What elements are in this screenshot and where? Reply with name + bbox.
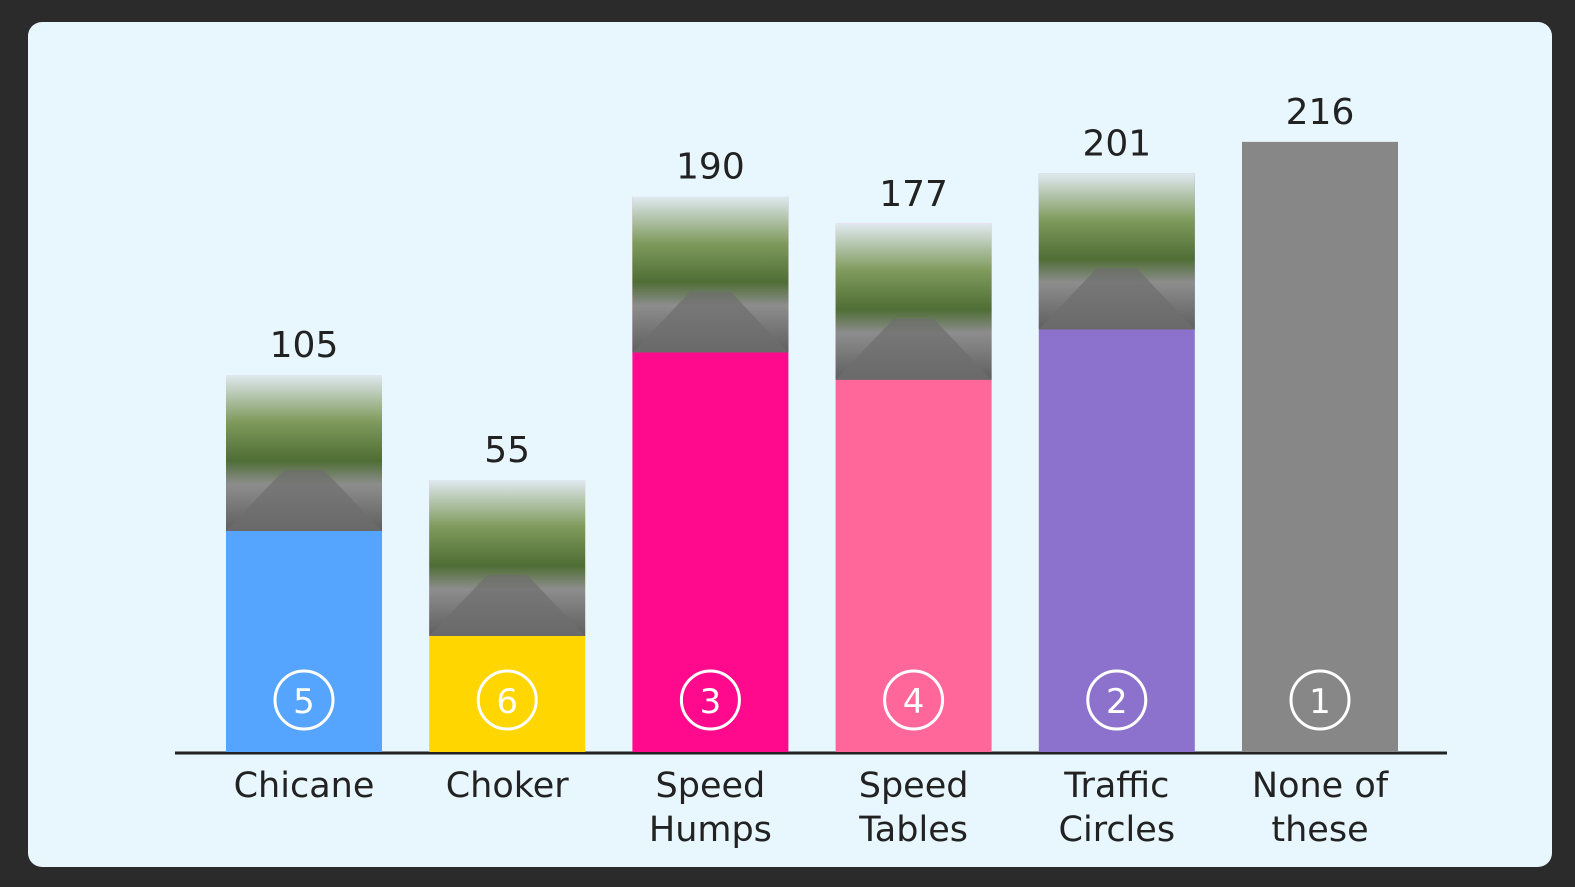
x-tick-label-line: Choker bbox=[446, 766, 570, 806]
rank-badge bbox=[883, 669, 945, 731]
x-tick-label: Choker bbox=[446, 766, 570, 806]
x-tick-label: Speed Tables bbox=[858, 766, 968, 850]
x-tick-label: Chicane bbox=[234, 766, 375, 806]
rank-number: 1 bbox=[1309, 682, 1331, 722]
x-tick-label-line: Tables bbox=[858, 810, 968, 850]
photo-road bbox=[1038, 268, 1195, 330]
bar bbox=[1242, 141, 1398, 752]
x-tick-label-line: Circles bbox=[1059, 810, 1176, 850]
rank-number: 2 bbox=[1106, 682, 1128, 722]
x-tick-label: None of these bbox=[1252, 766, 1389, 850]
value-label: 201 bbox=[1082, 123, 1151, 164]
x-tick-label-line: Speed bbox=[656, 766, 766, 806]
rank-number: 5 bbox=[293, 682, 315, 722]
rank-badge bbox=[1289, 669, 1351, 731]
rank-number: 3 bbox=[700, 682, 722, 722]
value-label: 216 bbox=[1286, 92, 1355, 133]
x-tick-label-line: Chicane bbox=[234, 766, 375, 806]
x-tick-label-line: None of bbox=[1252, 766, 1389, 806]
value-label: 177 bbox=[879, 174, 948, 215]
photo-road bbox=[835, 318, 992, 380]
x-tick-label-line: Humps bbox=[649, 810, 772, 850]
x-tick-label-line: Speed bbox=[859, 766, 969, 806]
x-tick-label-line: Traffic bbox=[1063, 766, 1169, 806]
value-label: 190 bbox=[676, 147, 745, 188]
rank-number: 6 bbox=[496, 682, 518, 722]
x-tick-label-line: these bbox=[1271, 810, 1368, 850]
rank-badge bbox=[679, 669, 741, 731]
rank-badge bbox=[273, 669, 335, 731]
photo-road bbox=[429, 575, 586, 636]
rank-badge bbox=[1086, 669, 1148, 731]
value-label: 55 bbox=[484, 430, 530, 471]
x-tick-label: Traffic Circles bbox=[1059, 766, 1176, 850]
photo-road bbox=[226, 470, 382, 531]
rank-number: 4 bbox=[903, 682, 925, 722]
photo-road bbox=[632, 291, 789, 353]
rank-badge bbox=[476, 669, 538, 731]
x-tick-label: Speed Humps bbox=[649, 766, 772, 850]
value-label: 105 bbox=[270, 325, 339, 366]
